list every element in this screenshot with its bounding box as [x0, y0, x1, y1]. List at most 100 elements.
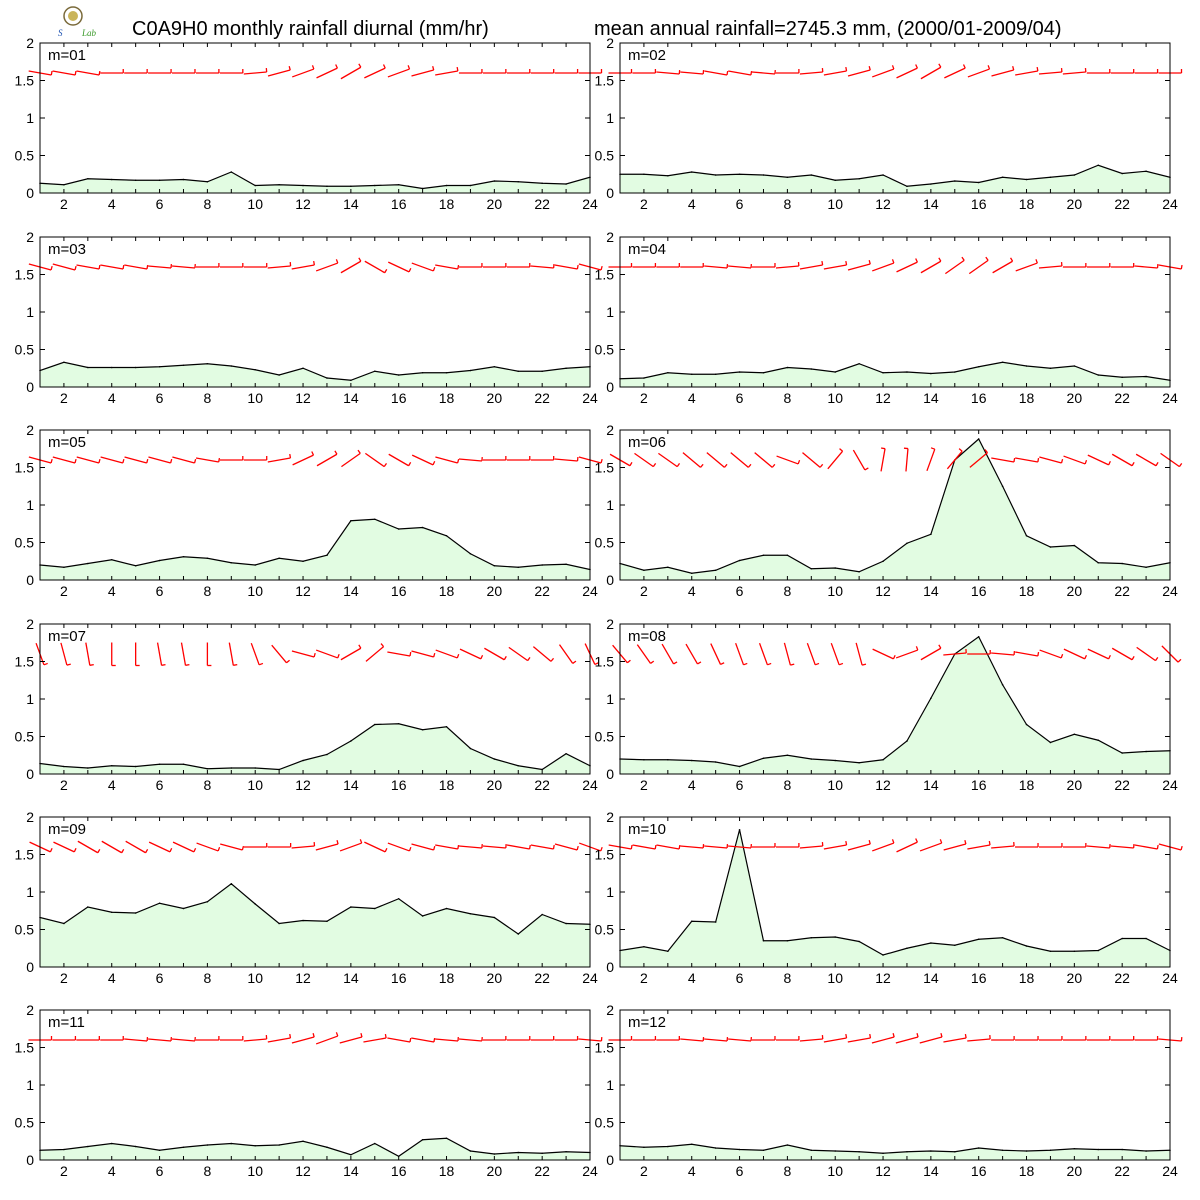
rainfall-point [977, 438, 980, 440]
x-tick-label: 10 [827, 390, 843, 406]
y-tick-label: 1 [26, 691, 34, 707]
wind-barb [291, 650, 316, 658]
wind-barb [823, 840, 848, 850]
rainfall-area [620, 362, 1170, 387]
y-tick-label: 1 [606, 110, 614, 126]
wind-barb [100, 264, 125, 270]
rainfall-point [445, 725, 448, 728]
rainfall-line [620, 164, 1170, 187]
y-tick-label: 0.5 [15, 922, 35, 938]
y-tick-label: 1.5 [15, 73, 35, 89]
rainfall-point [565, 1150, 567, 1153]
wind-barb [1086, 69, 1111, 74]
wind-barb [880, 447, 886, 472]
rainfall-point [110, 178, 113, 181]
rainfall-point [1025, 1150, 1028, 1152]
rainfall-point [397, 374, 400, 376]
rainfall-point [714, 174, 717, 176]
x-tick-label: 14 [343, 196, 359, 212]
rainfall-point [469, 552, 472, 555]
wind-barb [1086, 843, 1111, 849]
rainfall-point [541, 768, 543, 771]
x-tick-label: 6 [736, 777, 744, 793]
x-tick-label: 4 [688, 390, 696, 406]
x-tick-label: 18 [1019, 390, 1035, 406]
rainfall-point [714, 373, 717, 376]
x-tick-label: 24 [1162, 196, 1178, 212]
rainfall-point [254, 184, 257, 187]
x-tick-label: 6 [736, 583, 744, 599]
wind-barb [458, 1036, 483, 1042]
rainfall-point [302, 184, 304, 187]
rainfall-point [350, 906, 352, 908]
x-tick-label: 20 [1067, 1163, 1083, 1179]
x-tick-label: 12 [875, 777, 891, 793]
rainfall-point [517, 370, 520, 373]
wind-barb [180, 642, 190, 666]
x-tick-label: 10 [247, 390, 263, 406]
rainfall-point [882, 954, 884, 956]
rainfall-point [810, 936, 813, 939]
rainfall-point [63, 361, 65, 364]
x-tick-label: 20 [1067, 196, 1083, 212]
rainfall-point [1121, 1148, 1123, 1151]
y-tick-label: 1 [26, 304, 34, 320]
wind-barb [1110, 1036, 1135, 1041]
wind-barb [1063, 455, 1088, 465]
x-tick-label: 16 [971, 970, 987, 986]
wind-barb [148, 841, 173, 853]
rainfall-point [953, 944, 956, 947]
wind-barb [532, 646, 555, 662]
rainfall-line [40, 361, 590, 381]
rainfall-point [690, 1143, 693, 1146]
rainfall-line [40, 723, 590, 771]
x-tick-label: 18 [439, 583, 455, 599]
y-tick-label: 0.5 [595, 148, 615, 164]
month-label: m=05 [48, 434, 86, 451]
rainfall-point [469, 912, 472, 915]
wind-barb [806, 642, 820, 666]
wind-barb [76, 264, 101, 270]
y-tick-label: 1.5 [595, 267, 615, 283]
rainfall-point [469, 184, 472, 187]
x-tick-label: 24 [1162, 390, 1178, 406]
rainfall-point [445, 184, 448, 187]
rainfall-point [254, 767, 257, 769]
rainfall-point [469, 747, 472, 750]
wind-barb [1062, 843, 1087, 848]
x-tick-label: 10 [827, 777, 843, 793]
panel-m=02: 00.511.522 4 6 8 10 12 14 16 18 20 22 24m=02 [595, 35, 1183, 212]
rainfall-point [134, 912, 137, 914]
wind-barb [680, 263, 704, 268]
wind-barb [124, 1036, 149, 1042]
wind-barb [220, 843, 245, 851]
rainfall-point [469, 369, 472, 372]
x-tick-label: 18 [1019, 1163, 1035, 1179]
rainfall-point [302, 919, 304, 922]
wind-barb [1134, 844, 1159, 850]
lab-logo-mark: S Lab [58, 6, 97, 38]
y-tick-label: 0 [26, 1152, 34, 1168]
y-tick-label: 0 [26, 959, 34, 975]
rainfall-point [1121, 937, 1123, 940]
rainfall-point [714, 761, 717, 763]
wind-barb [77, 840, 101, 854]
rainfall-point [977, 938, 980, 941]
wind-barb [100, 456, 125, 464]
x-tick-label: 2 [60, 1163, 68, 1179]
rainfall-point [762, 371, 765, 374]
wind-barb [751, 1036, 776, 1041]
wind-barb [482, 456, 507, 461]
wind-barb [895, 1032, 919, 1044]
rainfall-point [350, 519, 352, 522]
wind-barb [271, 644, 291, 664]
rainfall-point [906, 371, 908, 373]
x-tick-label: 16 [971, 583, 987, 599]
y-tick-label: 1.5 [15, 654, 35, 670]
rainfall-point [667, 174, 669, 177]
rainfall-point [1145, 375, 1147, 378]
wind-barb [680, 69, 705, 75]
wind-barb [943, 648, 967, 656]
rainfall-point [1001, 176, 1004, 179]
wind-barb [775, 261, 800, 269]
